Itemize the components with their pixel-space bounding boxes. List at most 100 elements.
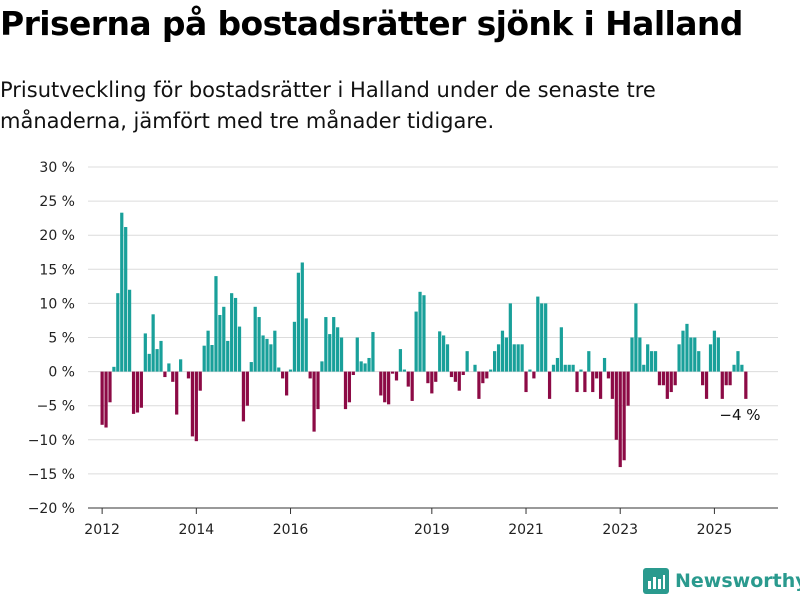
bar-negative	[720, 371, 724, 399]
bar-positive	[441, 335, 446, 372]
bar-positive	[634, 303, 638, 372]
bar-positive	[398, 349, 403, 372]
bar-positive	[304, 318, 308, 372]
bar-positive	[563, 364, 567, 372]
y-tick-label: 15 %	[39, 262, 75, 278]
bar-positive	[422, 295, 426, 372]
bar-negative	[104, 371, 108, 428]
bar-negative	[406, 371, 410, 387]
brand-name: Newsworthy	[675, 570, 800, 592]
bar-positive	[273, 330, 277, 372]
bar-negative	[657, 371, 662, 386]
bar-positive	[261, 335, 265, 372]
bar-positive	[740, 364, 744, 372]
bar-negative	[285, 371, 289, 396]
bar-negative	[595, 371, 599, 379]
y-tick-label: −20 %	[28, 501, 75, 517]
bar-positive	[512, 344, 516, 372]
bar-positive	[143, 333, 147, 372]
bar-positive	[677, 344, 681, 372]
bar-positive	[520, 344, 524, 372]
bar-positive	[296, 272, 300, 372]
y-tick-label: 30 %	[39, 160, 75, 176]
bar-positive	[445, 344, 450, 372]
bar-positive	[716, 337, 720, 372]
bar-positive	[650, 351, 654, 372]
bars	[100, 212, 748, 468]
bar-positive	[630, 337, 634, 372]
bar-positive	[277, 367, 281, 372]
y-tick-label: −15 %	[28, 467, 75, 483]
bar-negative	[343, 371, 348, 410]
bar-positive	[265, 338, 269, 372]
bar-negative	[524, 371, 528, 393]
bar-negative	[135, 371, 140, 413]
bar-negative	[426, 371, 430, 384]
bar-negative	[108, 371, 112, 403]
y-tick-label: 0 %	[48, 365, 75, 381]
bar-positive	[257, 317, 261, 372]
bar-negative	[190, 371, 195, 437]
x-axis-ticks: 2012 2014 2016 2019 2021 2023 2025	[84, 508, 732, 538]
bar-positive	[508, 303, 512, 372]
newsworthy-logo-icon	[643, 568, 669, 594]
bar-positive	[159, 340, 163, 372]
bar-negative	[461, 371, 465, 376]
bar-positive	[147, 353, 151, 372]
bar-negative	[606, 371, 611, 379]
bar-positive	[493, 351, 497, 372]
bar-positive	[218, 314, 222, 372]
bar-negative	[575, 371, 579, 393]
grid-lines	[88, 166, 778, 475]
bar-positive	[336, 327, 340, 372]
bar-positive	[249, 362, 253, 372]
bar-positive	[127, 289, 132, 372]
bar-positive	[540, 303, 544, 372]
chart-title: Priserna på bostadsrätter sjönk i Hallan…	[0, 4, 743, 43]
bar-positive	[292, 321, 297, 372]
bar-positive	[693, 337, 697, 372]
y-tick-label: 10 %	[39, 296, 75, 312]
bar-negative	[387, 371, 391, 405]
bar-negative	[245, 371, 249, 406]
bar-negative	[351, 371, 355, 376]
bar-positive	[732, 364, 736, 372]
x-tick-label: 2012	[84, 522, 120, 538]
bar-positive	[359, 361, 363, 372]
x-tick-label: 2025	[697, 522, 733, 538]
bar-positive	[579, 369, 583, 372]
bar-positive	[202, 345, 206, 372]
bar-positive	[496, 344, 501, 372]
bar-positive	[555, 357, 560, 372]
bar-positive	[489, 369, 493, 372]
bar-negative	[618, 371, 622, 468]
last-value-annotation: −4 %	[719, 406, 760, 424]
brand-logo: Newsworthy	[643, 568, 800, 594]
bar-negative	[383, 371, 387, 403]
bar-negative	[701, 371, 705, 386]
x-tick-label: 2014	[179, 522, 215, 538]
bar-negative	[175, 371, 179, 415]
bar-positive	[332, 317, 336, 372]
bar-negative	[390, 371, 395, 374]
bar-negative	[661, 371, 666, 386]
bar-positive	[504, 337, 508, 372]
bar-positive	[473, 364, 477, 372]
bar-positive	[230, 293, 234, 372]
bar-positive	[210, 345, 214, 372]
bar-negative	[673, 371, 677, 386]
bar-positive	[253, 306, 257, 372]
bar-positive	[300, 262, 304, 372]
bar-positive	[363, 363, 367, 372]
bar-positive	[269, 344, 273, 372]
bar-positive	[646, 344, 650, 372]
bar-positive	[324, 317, 328, 372]
x-tick-label: 2019	[414, 522, 450, 538]
bar-negative	[316, 371, 320, 410]
bar-positive	[222, 306, 226, 372]
bar-positive	[414, 311, 418, 372]
x-tick-label: 2023	[602, 522, 638, 538]
bar-positive	[371, 332, 375, 372]
bar-negative	[614, 371, 618, 440]
